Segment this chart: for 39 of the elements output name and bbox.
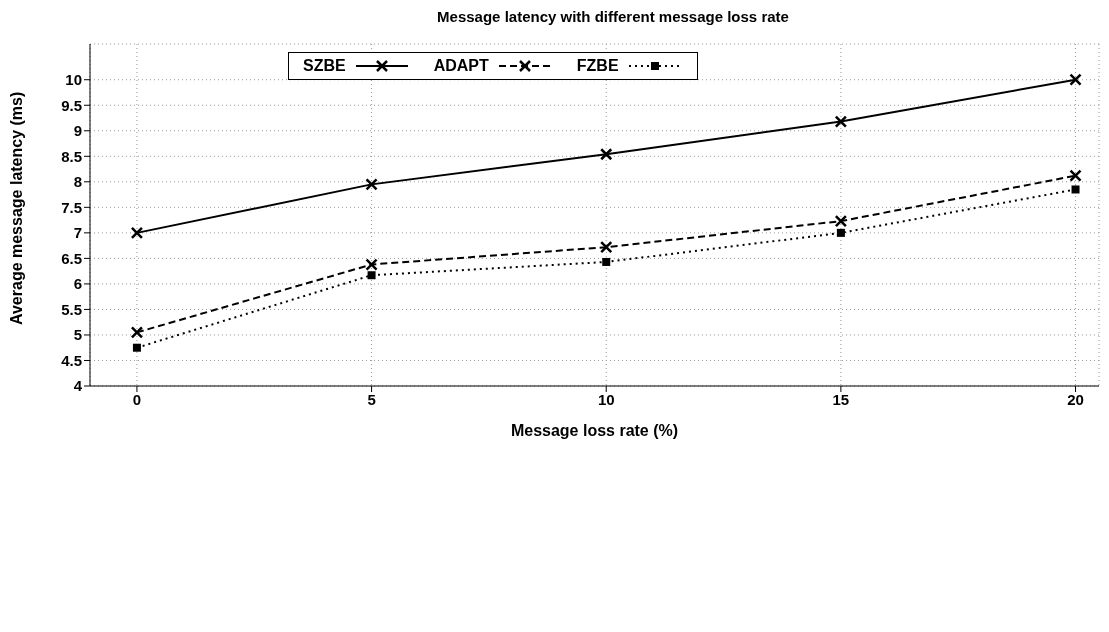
point (367, 271, 376, 280)
legend-label: FZBE (576, 57, 619, 75)
y-tick-label: 8.5 (61, 147, 82, 165)
point (365, 178, 378, 191)
y-tick-label: 5.5 (61, 300, 82, 318)
legend-label: SZBE (303, 57, 346, 75)
chart-title: Message latency with different message loss rate (436, 8, 790, 27)
x-tick-label: 15 (832, 390, 850, 408)
x-axis-title: Message loss rate (%) (510, 422, 679, 439)
point (599, 148, 613, 161)
point (834, 214, 848, 228)
point (130, 226, 144, 240)
y-tick-label: 4.5 (61, 351, 82, 369)
point (1071, 185, 1080, 194)
x-tick-label: 0 (132, 390, 142, 408)
y-tick-label: 5 (73, 326, 82, 344)
point (599, 240, 613, 254)
point (1069, 169, 1082, 182)
x-tick-label: 10 (597, 390, 615, 408)
x-tick-label: 5 (367, 390, 376, 408)
point (602, 257, 611, 266)
point (836, 228, 845, 237)
y-tick-label: 6 (73, 275, 82, 293)
y-axis-title: Average message latency (ms) (7, 91, 25, 325)
y-tick-label: 8 (73, 173, 82, 191)
y-tick-label: 9.5 (61, 96, 82, 114)
x-tick-label: 20 (1067, 390, 1084, 408)
point (130, 326, 144, 339)
y-tick-label: 7.5 (61, 198, 82, 216)
y-tick-label: 9 (73, 122, 82, 140)
point (834, 115, 848, 128)
y-tick-label: 6.5 (61, 249, 82, 267)
point (365, 258, 378, 271)
y-tick-label: 4 (73, 377, 83, 395)
point (1069, 73, 1082, 86)
y-tick-label: 7 (73, 224, 82, 242)
y-tick-label: 10 (65, 71, 82, 89)
point (132, 343, 141, 352)
legend-label: ADAPT (433, 57, 489, 75)
